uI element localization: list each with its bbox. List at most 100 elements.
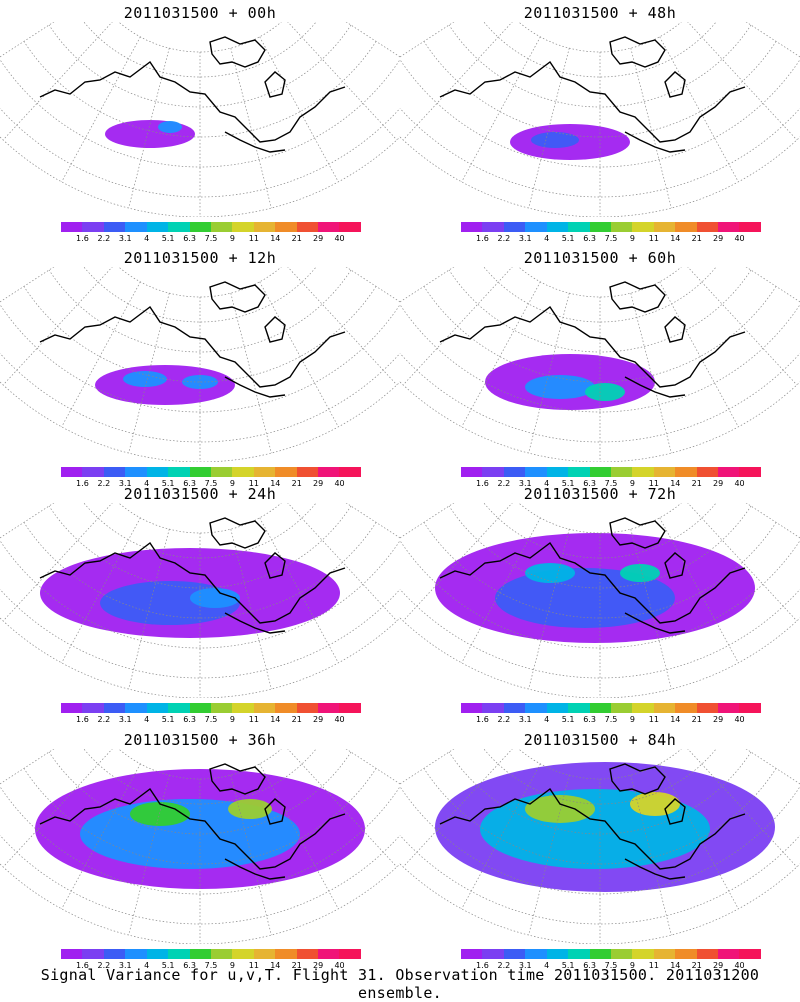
colorbar-labels: 1.6 2.2 3.1 4 5.1 6.3 7.5 9 11 14 21 29 40 (61, 715, 361, 725)
variance-contour (130, 802, 190, 826)
colorbar-swatch (461, 222, 483, 232)
variance-field (510, 124, 630, 160)
colorbar-tick-label: 29 (713, 961, 724, 970)
colorbar-tick-label: 5.1 (561, 961, 575, 970)
colorbar-swatch (232, 222, 254, 232)
colorbar-tick-label: 40 (334, 479, 345, 488)
colorbar-swatch (632, 949, 654, 959)
colorbar-swatch (232, 703, 254, 713)
colorbar-tick-label: 5.1 (161, 715, 175, 724)
colorbar-swatch (696, 222, 719, 232)
colorbar-swatch (610, 949, 633, 959)
coastline (439, 763, 746, 880)
coastline (39, 281, 346, 398)
colorbar-swatch (61, 222, 83, 232)
colorbar-swatch (675, 949, 697, 959)
colorbar-tick-label: 6.3 (183, 715, 196, 724)
colorbar-tick-label: 2.2 (97, 715, 111, 724)
colorbar-tick-label: 2.2 (497, 234, 511, 243)
colorbar-tick-label: 3.1 (518, 234, 532, 243)
colorbar-tick-label: 4 (144, 715, 150, 724)
colorbar (61, 467, 361, 477)
variance-contour (620, 564, 660, 582)
colorbar-swatch (253, 467, 276, 477)
colorbar-tick-label: 2.2 (97, 234, 111, 243)
graticule (0, 22, 400, 217)
colorbar-swatch (103, 949, 126, 959)
map (0, 749, 400, 944)
graticule (400, 22, 800, 217)
colorbar-swatch (339, 703, 361, 713)
colorbar-swatch (318, 222, 340, 232)
colorbar-swatch (739, 949, 761, 959)
colorbar-swatch (568, 467, 590, 477)
colorbar-swatch (503, 949, 526, 959)
colorbar-swatch (482, 467, 504, 477)
colorbar-swatch (632, 703, 654, 713)
colorbar-tick-label: 3.1 (518, 961, 532, 970)
colorbar-swatch (739, 467, 761, 477)
colorbar-tick-label: 14 (270, 479, 281, 488)
colorbar-tick-label: 6.3 (583, 234, 596, 243)
colorbar-swatch (482, 949, 504, 959)
colorbar-tick-label: 14 (670, 479, 681, 488)
colorbar-swatch (653, 949, 676, 959)
colorbar-tick-label: 6.3 (583, 479, 596, 488)
colorbar-swatch (275, 703, 297, 713)
panel-36h: 2011031500 + 36h 1.6 2.2 3.1 4 5.1 6.3 7.5 9 11 1… (0, 727, 400, 972)
colorbar-tick-label: 6.3 (583, 961, 596, 970)
colorbar-swatch (232, 467, 254, 477)
colorbar-swatch (632, 467, 654, 477)
colorbar-tick-label: 21 (291, 715, 302, 724)
colorbar-tick-label: 21 (691, 479, 702, 488)
colorbar-tick-label: 14 (270, 234, 281, 243)
colorbar-tick-label: 9 (629, 234, 635, 243)
colorbar-swatch (253, 703, 276, 713)
colorbar-swatch (296, 222, 319, 232)
colorbar-tick-label: 1.6 (76, 961, 89, 970)
panel-title: 2011031500 + 60h (523, 249, 677, 267)
map (0, 22, 400, 217)
colorbar-swatch (718, 467, 740, 477)
map (400, 267, 800, 462)
map (400, 503, 800, 698)
colorbar-swatch (103, 467, 126, 477)
colorbar-tick-label: 40 (734, 715, 745, 724)
colorbar-swatch (503, 467, 526, 477)
variance-contour (123, 371, 167, 387)
colorbar-swatch (632, 222, 654, 232)
panel-84h: 2011031500 + 84h 1.6 2.2 3.1 4 5.1 6.3 7.5 9 11 1… (400, 727, 800, 972)
colorbar-tick-label: 11 (248, 961, 259, 970)
colorbar-tick-label: 1.6 (476, 715, 489, 724)
figure-caption: Signal Variance for u,v,T. Flight 31. Ob… (40, 966, 760, 1002)
variance-contour (531, 132, 579, 148)
graticule (0, 503, 400, 698)
colorbar-swatch (546, 467, 569, 477)
variance-contour (630, 792, 680, 816)
colorbar-tick-label: 5.1 (561, 234, 575, 243)
colorbar-swatch (168, 467, 190, 477)
colorbar-swatch (275, 467, 297, 477)
colorbar-tick-label: 4 (544, 234, 550, 243)
colorbar-swatch (210, 949, 233, 959)
colorbar-labels: 1.6 2.2 3.1 4 5.1 6.3 7.5 9 11 14 21 29 40 (61, 479, 361, 489)
colorbar-tick-label: 11 (648, 961, 659, 970)
colorbar-labels: 1.6 2.2 3.1 4 5.1 6.3 7.5 9 11 14 21 29 40 (461, 961, 761, 971)
colorbar-swatch (718, 949, 740, 959)
colorbar-tick-label: 21 (291, 479, 302, 488)
colorbar-tick-label: 7.5 (604, 479, 618, 488)
coastline (439, 517, 746, 634)
colorbar-tick-label: 1.6 (76, 715, 89, 724)
colorbar-tick-label: 4 (544, 961, 550, 970)
panel-24h: 2011031500 + 24h 1.6 2.2 3.1 4 5.1 6.3 7.5 9 11 1… (0, 481, 400, 726)
colorbar-tick-label: 6.3 (583, 715, 596, 724)
colorbar-swatch (653, 467, 676, 477)
colorbar-swatch (653, 703, 676, 713)
colorbar-swatch (610, 467, 633, 477)
colorbar-swatch (589, 703, 611, 713)
colorbar-tick-label: 40 (334, 961, 345, 970)
colorbar-tick-label: 14 (670, 961, 681, 970)
panel-title: 2011031500 + 84h (523, 731, 677, 749)
colorbar-swatch (568, 949, 590, 959)
colorbar-tick-label: 3.1 (118, 479, 132, 488)
